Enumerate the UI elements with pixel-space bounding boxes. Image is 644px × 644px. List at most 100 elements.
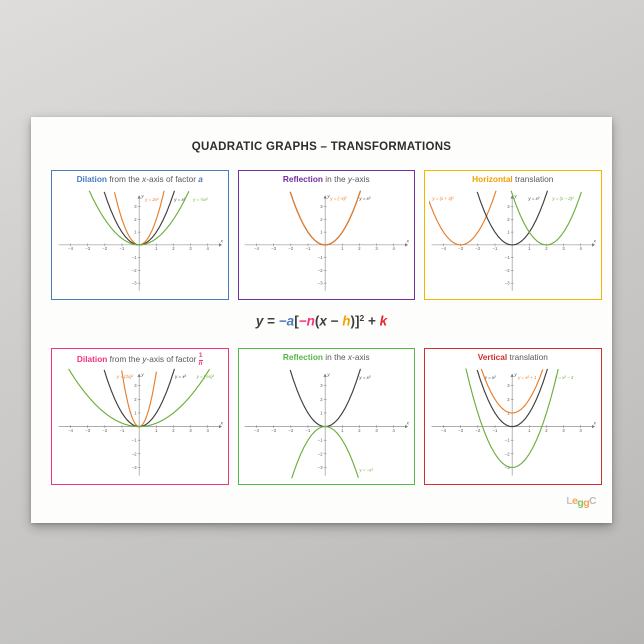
curve-label: y = x² bbox=[174, 374, 186, 379]
equation-segment: − bbox=[326, 313, 343, 329]
equation-segment: )] bbox=[350, 313, 360, 329]
curve-label: y = 2x² bbox=[144, 197, 159, 202]
x-tick-label: 1 bbox=[155, 246, 158, 251]
text-run: -axis bbox=[352, 352, 370, 362]
y-tick-label: 3 bbox=[507, 383, 510, 388]
y-tick-label: 2 bbox=[320, 397, 323, 402]
graph-canvas-horizontal-translation: −4 −3 −2 −1 1 2 3 4 −3 −2 −1 1 2 3 x y y = (x + 3)² y = x… bbox=[428, 190, 596, 291]
equation-segment: = bbox=[263, 313, 279, 329]
text-run: y bbox=[142, 353, 147, 364]
y-tick-label: −2 bbox=[505, 268, 510, 273]
equation-segment: [ bbox=[294, 313, 299, 329]
x-axis-label: x bbox=[406, 239, 410, 244]
y-tick-label: 1 bbox=[320, 410, 323, 415]
x-tick-label: −2 bbox=[475, 428, 480, 433]
x-axis-label: x bbox=[592, 239, 596, 244]
x-tick-label: −1 bbox=[306, 246, 311, 251]
x-tick-label: 2 bbox=[172, 428, 175, 433]
x-axis-label: x bbox=[592, 420, 596, 425]
x-tick-label: 2 bbox=[359, 246, 362, 251]
text-run: Dilation bbox=[76, 174, 107, 184]
curve bbox=[68, 368, 210, 428]
x-tick-label: −1 bbox=[119, 428, 124, 433]
panel-dilation-x-axis: Dilation from the x-axis of factor a −4 −3… bbox=[51, 170, 229, 300]
equation-segment: h bbox=[342, 313, 351, 329]
logo-letter: L bbox=[566, 495, 573, 507]
curve bbox=[289, 190, 362, 246]
panels-row-top: Dilation from the x-axis of factor a −4 −3… bbox=[51, 170, 602, 300]
text-run: translation bbox=[507, 352, 548, 362]
x-tick-label: −4 bbox=[254, 246, 259, 251]
curve-label: y = x² bbox=[527, 196, 539, 201]
x-tick-label: −3 bbox=[272, 428, 277, 433]
panel-heading-dilation-x-axis: Dilation from the x-axis of factor a bbox=[52, 174, 228, 190]
text-run: Horizontal bbox=[472, 174, 513, 184]
curve bbox=[465, 368, 559, 468]
x-tick-label: −4 bbox=[441, 428, 446, 433]
y-tick-label: −1 bbox=[505, 255, 510, 260]
panel-dilation-y-axis: Dilation from the y-axis of factor 1 n −4 −… bbox=[51, 348, 229, 485]
y-tick-label: −3 bbox=[132, 465, 137, 470]
y-tick-label: 2 bbox=[320, 217, 323, 222]
y-tick-label: 2 bbox=[507, 217, 510, 222]
x-tick-label: 3 bbox=[562, 428, 565, 433]
y-axis-label: y bbox=[327, 372, 331, 377]
text-run: y bbox=[347, 174, 353, 184]
text-run: from the bbox=[107, 353, 143, 364]
brand-logo: LeggC bbox=[566, 495, 597, 509]
logo-letter: C bbox=[589, 495, 597, 507]
x-tick-label: −3 bbox=[458, 428, 463, 433]
curve bbox=[480, 368, 544, 414]
logo-letter: g bbox=[577, 497, 584, 509]
x-tick-label: −4 bbox=[68, 428, 73, 433]
y-tick-label: 3 bbox=[320, 204, 323, 209]
equation-segment: 2 bbox=[359, 313, 365, 323]
y-tick-label: 1 bbox=[134, 410, 137, 415]
text-run: translation bbox=[512, 174, 554, 184]
x-tick-label: −3 bbox=[458, 246, 463, 251]
curve bbox=[88, 190, 190, 246]
equation-segment: + bbox=[364, 313, 380, 329]
x-tick-label: −3 bbox=[85, 428, 90, 433]
equation-segment: ( bbox=[314, 313, 320, 329]
x-tick-label: 1 bbox=[341, 246, 344, 251]
equation-segment: y bbox=[255, 313, 264, 329]
text-run: in the bbox=[323, 174, 348, 184]
x-tick-label: −4 bbox=[254, 428, 259, 433]
general-equation: y = −a[−n(x − h)]2 + k bbox=[31, 313, 612, 329]
x-tick-label: 4 bbox=[206, 246, 209, 251]
curve-label: y = (x − 2)² bbox=[551, 196, 574, 201]
panel-vertical-translation: Vertical translation −4 −3 −2 −1 1 2 3 4 −3 −2 −1 1 2… bbox=[424, 348, 602, 485]
x-tick-label: −2 bbox=[475, 246, 480, 251]
x-tick-label: 1 bbox=[528, 428, 531, 433]
text-run: from the bbox=[106, 174, 143, 184]
graph-canvas-reflection-x-axis: −4 −3 −2 −1 1 2 3 4 −3 −2 −1 1 2 3 x y y = x² y = −x² bbox=[244, 368, 410, 479]
curve-label: y = −x² bbox=[359, 468, 374, 473]
panel-heading-reflection-y-axis: Reflection in the y-axis bbox=[239, 174, 415, 190]
x-tick-label: 3 bbox=[376, 428, 379, 433]
y-tick-label: 2 bbox=[134, 217, 137, 222]
logo-letter: e bbox=[572, 495, 578, 507]
panels-row-bottom: Dilation from the y-axis of factor 1 n −4 −… bbox=[51, 348, 602, 485]
y-tick-label: −3 bbox=[505, 465, 510, 470]
x-tick-label: −2 bbox=[102, 246, 107, 251]
x-axis-label: x bbox=[219, 420, 223, 425]
x-tick-label: −1 bbox=[119, 246, 124, 251]
curve bbox=[428, 190, 497, 246]
x-tick-label: −2 bbox=[102, 428, 107, 433]
text-run: x bbox=[142, 174, 147, 184]
equation-segment: −a bbox=[278, 313, 295, 329]
graph-canvas-dilation-y-axis: −4 −3 −2 −1 1 2 3 4 −3 −2 −1 1 2 3 x y y = (2x)² y = x² y … bbox=[58, 368, 223, 476]
y-tick-label: 2 bbox=[507, 397, 510, 402]
x-tick-label: 4 bbox=[393, 428, 396, 433]
y-axis-label: y bbox=[513, 372, 517, 377]
text-run: Vertical bbox=[477, 352, 508, 362]
panel-heading-reflection-x-axis: Reflection in the x-axis bbox=[239, 352, 415, 368]
x-tick-label: −2 bbox=[289, 246, 294, 251]
y-tick-label: −2 bbox=[318, 451, 323, 456]
curve bbox=[476, 190, 548, 246]
y-tick-label: −3 bbox=[318, 281, 323, 286]
